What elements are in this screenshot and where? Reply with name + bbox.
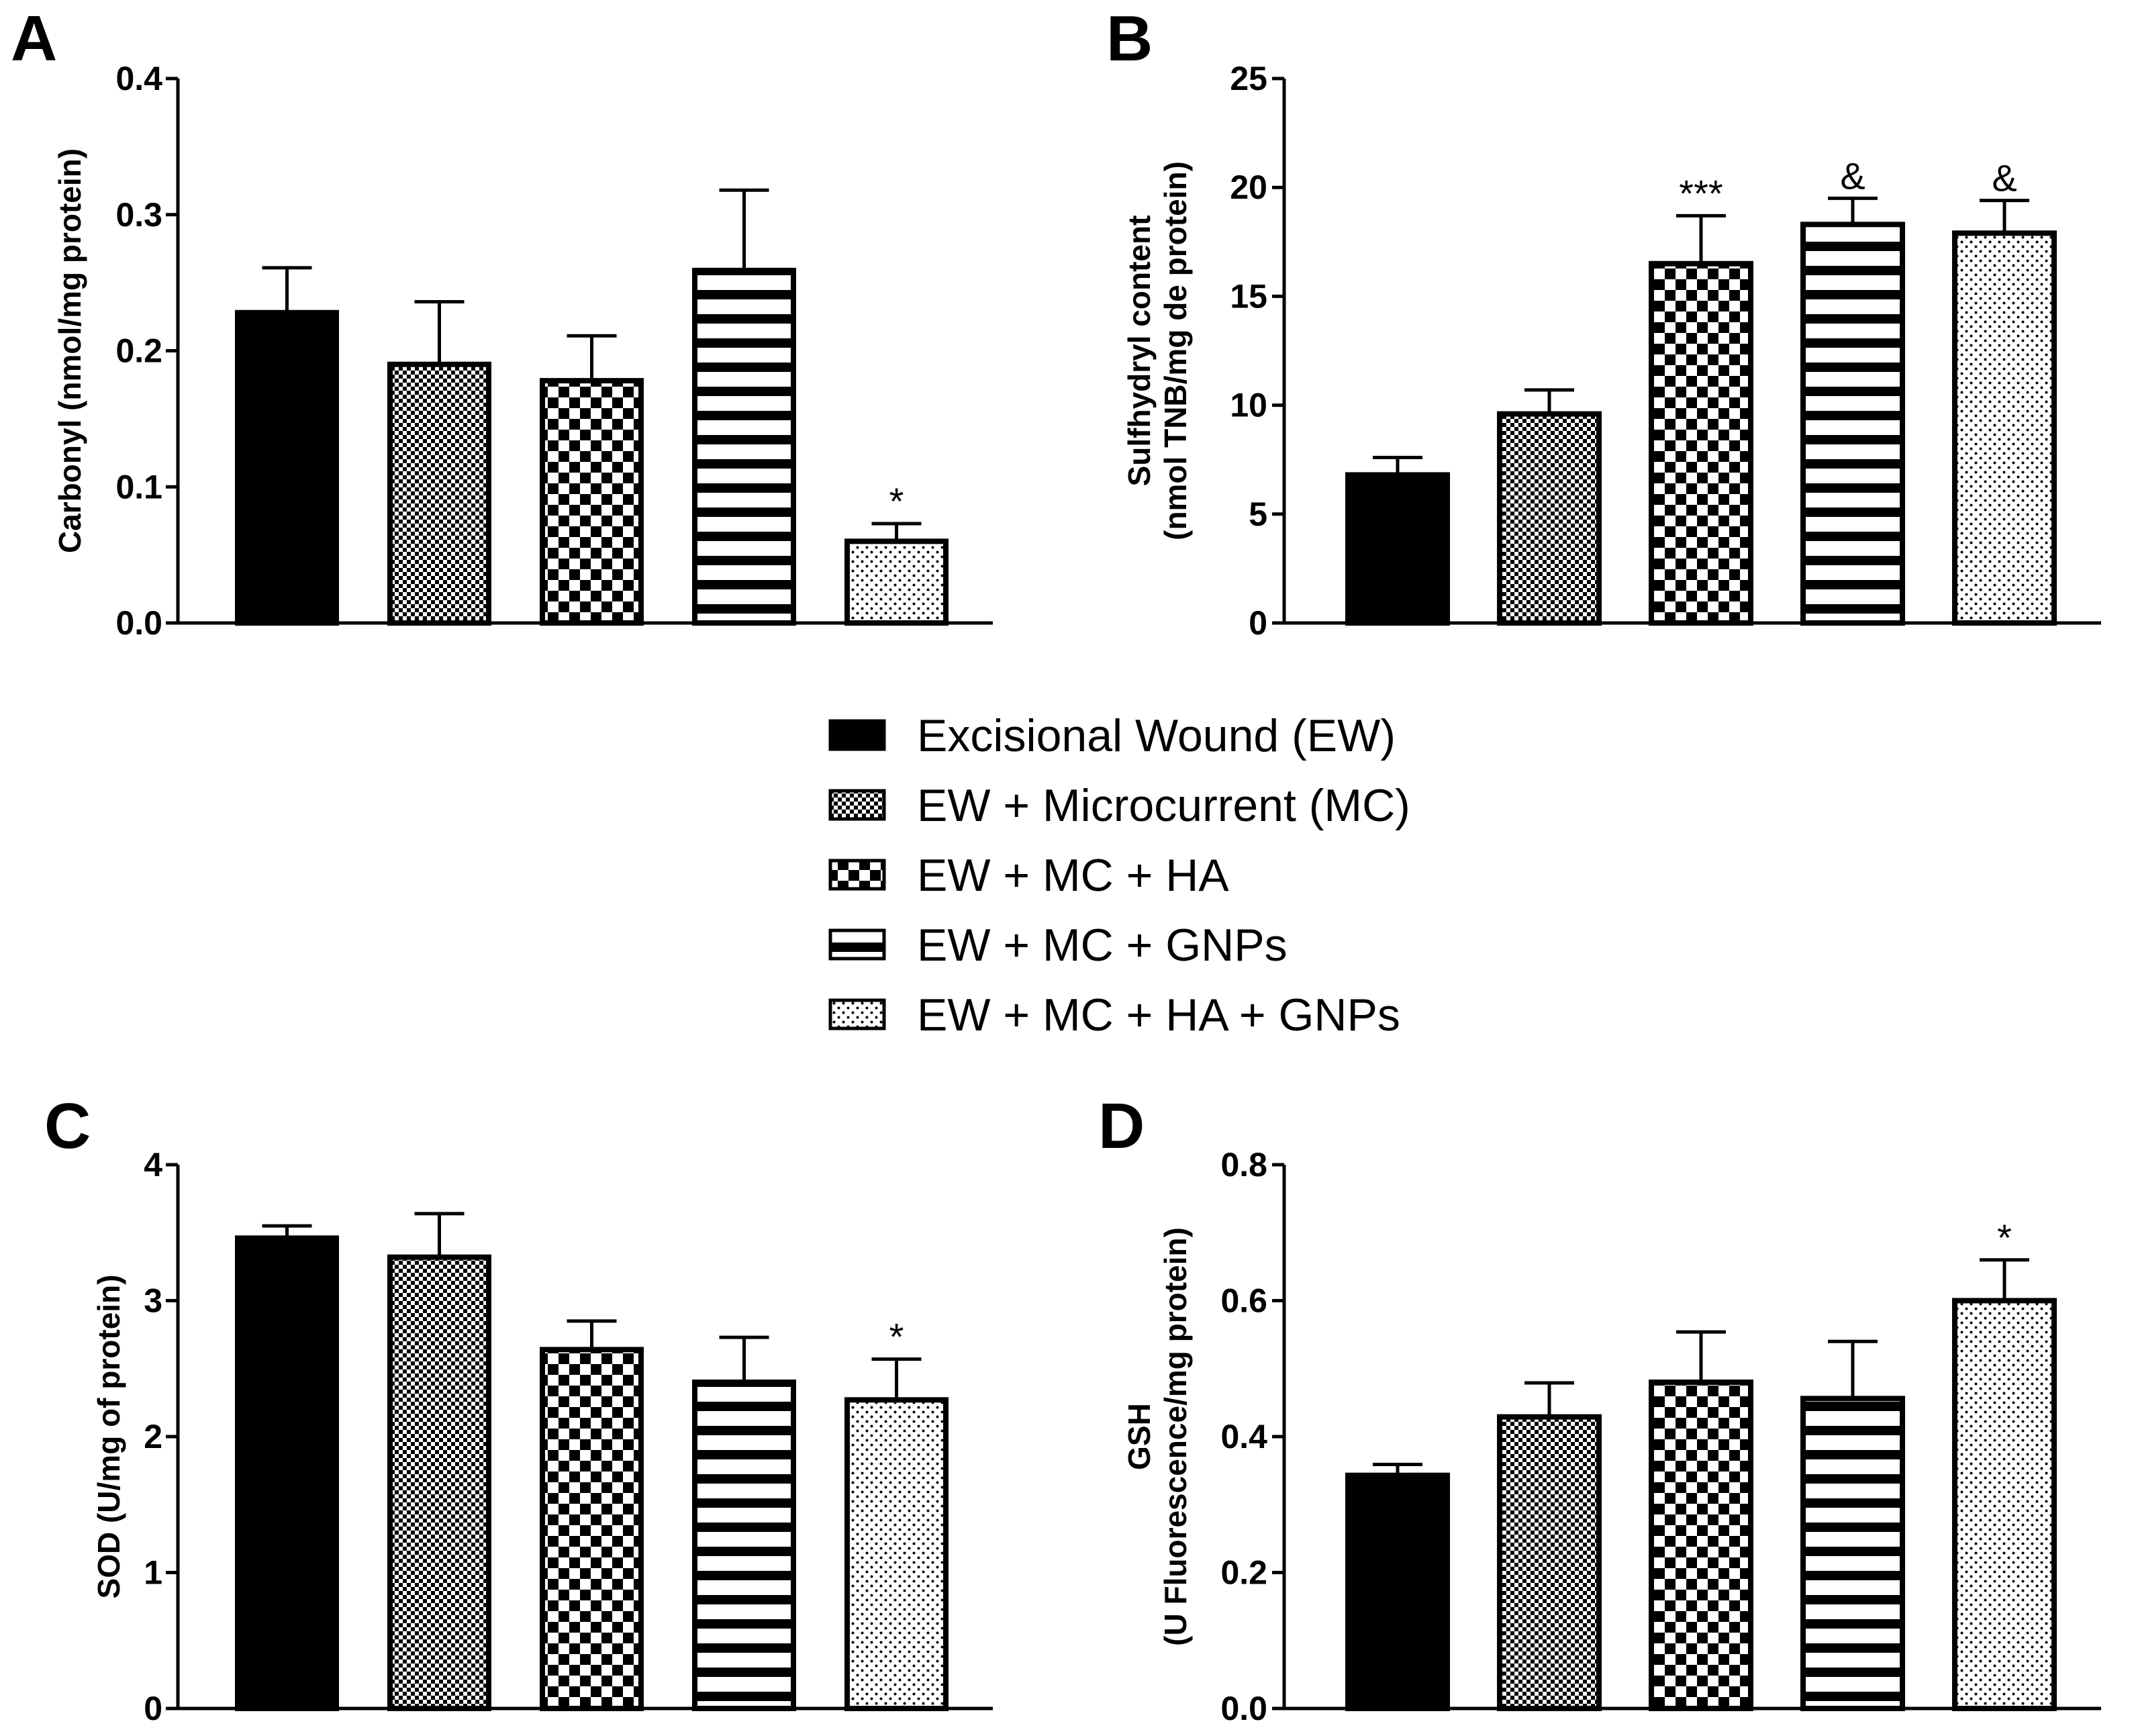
chart-panels: * 0.0 0.1 0.2 0.3 0.4 Carbonyl (nmol/mg protei… — [52, 60, 2101, 1727]
legend-label: EW + MC + HA + GNPs — [917, 990, 1400, 1041]
panel-label-d: D — [1098, 1090, 1145, 1162]
y-tick-label: 0.6 — [1220, 1282, 1267, 1320]
bar — [235, 309, 339, 626]
bar — [1649, 1380, 1753, 1711]
y-tick-label: 4 — [144, 1146, 162, 1184]
y-tick-label: 1 — [144, 1554, 162, 1592]
chart-panel-a: * 0.0 0.1 0.2 0.3 0.4 Carbonyl (nmol/mg protei… — [52, 60, 993, 642]
bar — [540, 378, 644, 626]
y-axis-title: Sulfhydryl content — [1122, 215, 1157, 487]
bar — [1952, 230, 2057, 626]
panel-label-b: B — [1106, 3, 1153, 75]
significance-marker: * — [889, 480, 904, 522]
y-tick-label: 3 — [144, 1282, 162, 1320]
y-tick-label: 0.4 — [115, 60, 162, 97]
y-axis-title: (nmol TNB/mg de protein) — [1158, 161, 1193, 540]
y-tick-label: 20 — [1230, 168, 1267, 206]
panel-label-c: C — [44, 1090, 91, 1162]
y-tick-label: 0.1 — [115, 468, 162, 505]
chart-panel-b: *** & & 0 5 10 15 20 25 Sulfhydryl content (nmol T… — [1122, 60, 2101, 642]
legend-label: EW + MC + HA — [917, 850, 1229, 901]
y-tick-label: 5 — [1249, 495, 1267, 533]
bar — [844, 1397, 949, 1711]
bar — [540, 1347, 644, 1711]
legend-swatch — [828, 859, 886, 891]
bar — [387, 361, 491, 626]
y-tick-label: 0.4 — [1220, 1418, 1267, 1455]
y-tick-label: 0.3 — [115, 196, 162, 234]
legend: Excisional Wound (EW) EW + Microcurrent … — [828, 710, 1410, 1041]
chart-panel-c: * 0 1 2 3 4 SOD (U/mg of protein) — [91, 1146, 993, 1727]
y-tick-label: 10 — [1230, 387, 1267, 424]
bar — [1800, 1396, 1905, 1712]
significance-marker: *** — [1679, 172, 1723, 214]
legend-item: Excisional Wound (EW) — [828, 710, 1396, 761]
legend-item: EW + MC + HA + GNPs — [828, 990, 1400, 1041]
legend-item: EW + MC + HA — [828, 850, 1229, 901]
bar — [387, 1254, 491, 1711]
bar — [1800, 222, 1905, 626]
y-axis-title: SOD (U/mg of protein) — [91, 1275, 126, 1599]
bar — [1345, 472, 1450, 626]
bar — [1345, 1472, 1450, 1711]
y-tick-label: 15 — [1230, 277, 1267, 315]
legend-swatch — [828, 719, 886, 751]
y-axis-title: (U Fluorescence/mg protein) — [1158, 1227, 1193, 1646]
bar — [692, 267, 796, 626]
significance-marker: * — [1997, 1216, 2012, 1259]
y-tick-label: 0.8 — [1220, 1146, 1267, 1184]
bar — [235, 1235, 339, 1711]
bar — [1497, 1414, 1602, 1711]
panel-label-a: A — [11, 3, 57, 75]
legend-swatch — [828, 789, 886, 821]
bar — [844, 538, 949, 626]
legend-item: EW + MC + GNPs — [828, 920, 1288, 971]
y-tick-label: 2 — [144, 1418, 162, 1455]
significance-marker: * — [889, 1316, 904, 1358]
y-axis-title: Carbonyl (nmol/mg protein) — [52, 148, 87, 553]
bar — [1497, 411, 1602, 626]
legend-item: EW + Microcurrent (MC) — [828, 780, 1410, 831]
legend-label: EW + MC + GNPs — [917, 920, 1288, 971]
significance-marker: & — [1840, 154, 1865, 197]
legend-swatch — [828, 998, 886, 1030]
legend-swatch — [828, 928, 886, 961]
bar — [1649, 260, 1753, 626]
bar — [692, 1380, 796, 1711]
y-tick-label: 0.2 — [115, 332, 162, 370]
legend-label: EW + Microcurrent (MC) — [917, 780, 1410, 831]
y-tick-label: 25 — [1230, 60, 1267, 97]
bar — [1952, 1298, 2057, 1711]
y-tick-label: 0.2 — [1220, 1554, 1267, 1592]
y-tick-label: 0.0 — [1220, 1690, 1267, 1727]
chart-panel-d: * 0.0 0.2 0.4 0.6 0.8 GSH (U Fluorescence/mg pr… — [1122, 1146, 2101, 1727]
y-axis-title: GSH — [1122, 1403, 1157, 1470]
significance-marker: & — [1992, 157, 2017, 199]
legend-label: Excisional Wound (EW) — [917, 710, 1396, 761]
y-tick-label: 0 — [144, 1690, 162, 1727]
y-tick-label: 0.0 — [115, 604, 162, 642]
y-tick-label: 0 — [1249, 604, 1267, 642]
